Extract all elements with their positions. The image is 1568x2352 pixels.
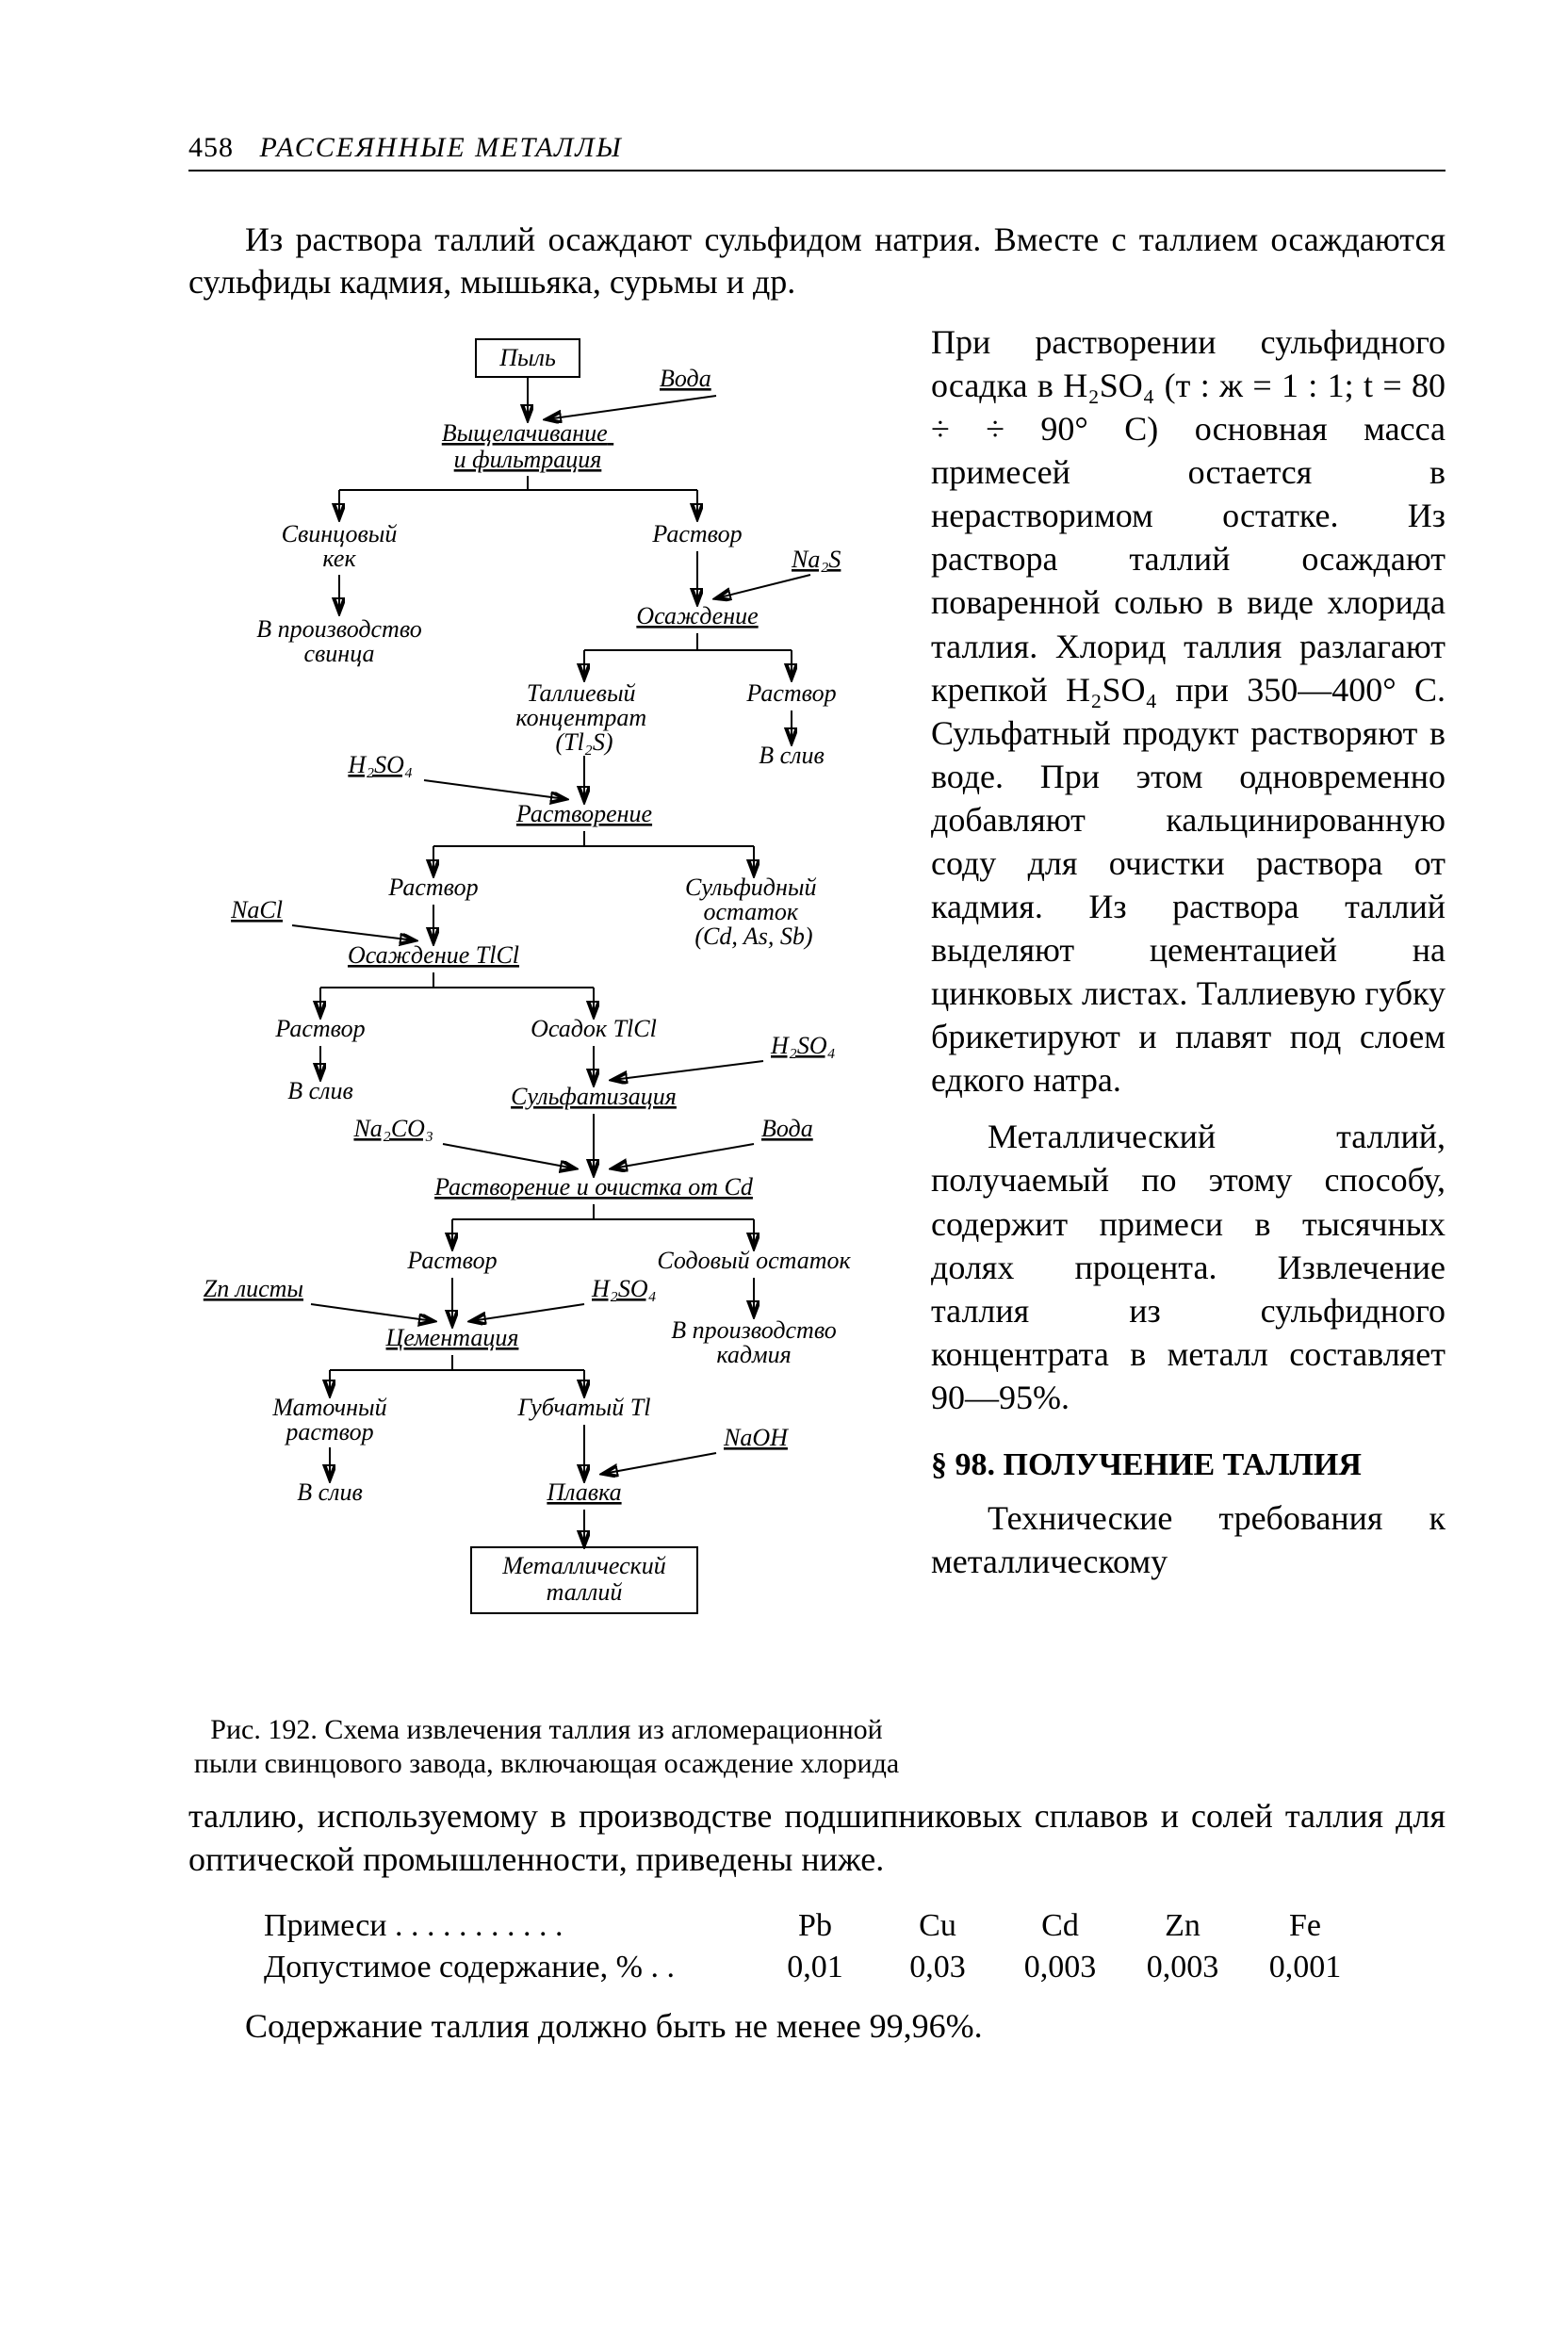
flowchart-svg: Пыль Вода Выщелачивание и фильтрация Сви… bbox=[188, 330, 905, 1706]
node-rast1: Раствор bbox=[651, 520, 742, 547]
node-osadok-tlcl: Осадок TlCl bbox=[531, 1015, 657, 1042]
page: 458 РАССЕЯННЫЕ МЕТАЛЛЫ Из раствора талли… bbox=[0, 0, 1568, 2352]
node-leach: Выщелачивание и фильтрация bbox=[442, 419, 613, 473]
cont-text: таллию, используемому в производстве под… bbox=[188, 1794, 1446, 1881]
node-osazh: Осаждение bbox=[636, 602, 758, 629]
node-h2so4-1: H₂SO₄ bbox=[347, 751, 413, 778]
node-pyl: Пыль bbox=[498, 344, 556, 371]
node-vsliv2: В слив bbox=[287, 1077, 353, 1104]
node-nacl: NaCl bbox=[230, 896, 283, 923]
node-kek: Свинцовыйкек bbox=[282, 520, 398, 572]
node-mat-rast: Маточныйраствор bbox=[271, 1394, 386, 1446]
final-text: Содержание таллия должно быть не менее 9… bbox=[245, 2007, 983, 2045]
node-rastvor-ochistka: Растворение и очистка от Cd bbox=[433, 1173, 754, 1200]
flowchart: Пыль Вода Выщелачивание и фильтрация Сви… bbox=[188, 330, 905, 1781]
figure-caption: Рис. 192. Схема извлечения таллия из агл… bbox=[188, 1713, 905, 1781]
node-rast3: Раствор bbox=[387, 874, 478, 901]
node-vprod-cd: В производствокадмия bbox=[671, 1316, 837, 1368]
node-plavka: Плавка bbox=[546, 1478, 621, 1506]
cell: 0,001 bbox=[1244, 1947, 1366, 1988]
page-number: 458 bbox=[188, 132, 234, 163]
node-tlconc: Таллиевый концентрат (Tl₂S) bbox=[515, 679, 652, 756]
node-rast2: Раствор bbox=[745, 679, 836, 707]
node-osazh-tlcl: Осаждение TlCl bbox=[348, 941, 519, 969]
node-zn-listy: Zn листы bbox=[204, 1275, 303, 1302]
node-h2so4-2: H₂SO₄ bbox=[770, 1032, 836, 1059]
node-voda2: Вода bbox=[761, 1115, 813, 1142]
intro-line1: Из раствора таллий осаждают сульфидом на… bbox=[245, 220, 1126, 258]
col-head: Cd bbox=[999, 1905, 1121, 1947]
node-naoh: NaOH bbox=[723, 1424, 789, 1451]
table-row: Допустимое содержание, % . . 0,01 0,03 0… bbox=[264, 1947, 1446, 1988]
col-head: Pb bbox=[754, 1905, 876, 1947]
node-sod-ost: Содовый остаток bbox=[657, 1247, 851, 1274]
node-vsliv3: В слив bbox=[297, 1478, 363, 1506]
node-rast4: Раствор bbox=[274, 1015, 365, 1042]
running-head: 458 РАССЕЯННЫЕ МЕТАЛЛЫ bbox=[188, 132, 1446, 172]
node-vsliv1: В слив bbox=[759, 742, 825, 769]
node-rast5: Раствор bbox=[406, 1247, 497, 1274]
cell: 0,003 bbox=[999, 1947, 1121, 1988]
row-label: Допустимое содержание, % . . bbox=[264, 1947, 754, 1988]
para-b: Металлический таллий, получаемый по этом… bbox=[931, 1118, 1446, 1415]
intro-paragraph: Из раствора таллий осаждают сульфидом на… bbox=[188, 219, 1446, 303]
node-gubch: Губчатый Tl bbox=[517, 1394, 651, 1421]
node-voda1: Вода bbox=[660, 365, 711, 392]
node-na2co3: Na₂CO₃ bbox=[352, 1115, 433, 1142]
node-rastvorenie: Растворение bbox=[515, 800, 652, 827]
cell: 0,003 bbox=[1121, 1947, 1244, 1988]
cell: 0,01 bbox=[754, 1947, 876, 1988]
node-vprod-svinca: В производствосвинца bbox=[256, 615, 422, 667]
node-na2s: Na₂S bbox=[791, 546, 841, 573]
para-a: При растворении сульфидного осадка в H₂S… bbox=[931, 323, 1446, 1099]
col-head: Fe bbox=[1244, 1905, 1366, 1947]
running-head-text: РАССЕЯННЫЕ МЕТАЛЛЫ bbox=[260, 132, 623, 163]
cell: 0,03 bbox=[876, 1947, 999, 1988]
node-h2so4-3: H₂SO₄ bbox=[591, 1275, 657, 1302]
para-c: Технические требования к металлическому bbox=[931, 1499, 1446, 1580]
node-sulfatiz: Сульфатизация bbox=[511, 1083, 677, 1110]
col-head: Zn bbox=[1121, 1905, 1244, 1947]
row-label: Примеси . . . . . . . . . . . bbox=[264, 1905, 754, 1947]
node-sulf-ost: Сульфидный остаток (Cd, As, Sb) bbox=[685, 874, 823, 950]
node-cement: Цементация bbox=[385, 1324, 519, 1351]
node-met-tl: Металлическийталлий bbox=[501, 1552, 666, 1606]
main-columns: Пыль Вода Выщелачивание и фильтрация Сви… bbox=[188, 320, 1446, 2046]
table-row: Примеси . . . . . . . . . . . Pb Cu Cd Z… bbox=[264, 1905, 1446, 1947]
final-line: Содержание таллия должно быть не менее 9… bbox=[188, 2006, 1446, 2046]
impurity-table: Примеси . . . . . . . . . . . Pb Cu Cd Z… bbox=[264, 1905, 1446, 1988]
col-head: Cu bbox=[876, 1905, 999, 1947]
